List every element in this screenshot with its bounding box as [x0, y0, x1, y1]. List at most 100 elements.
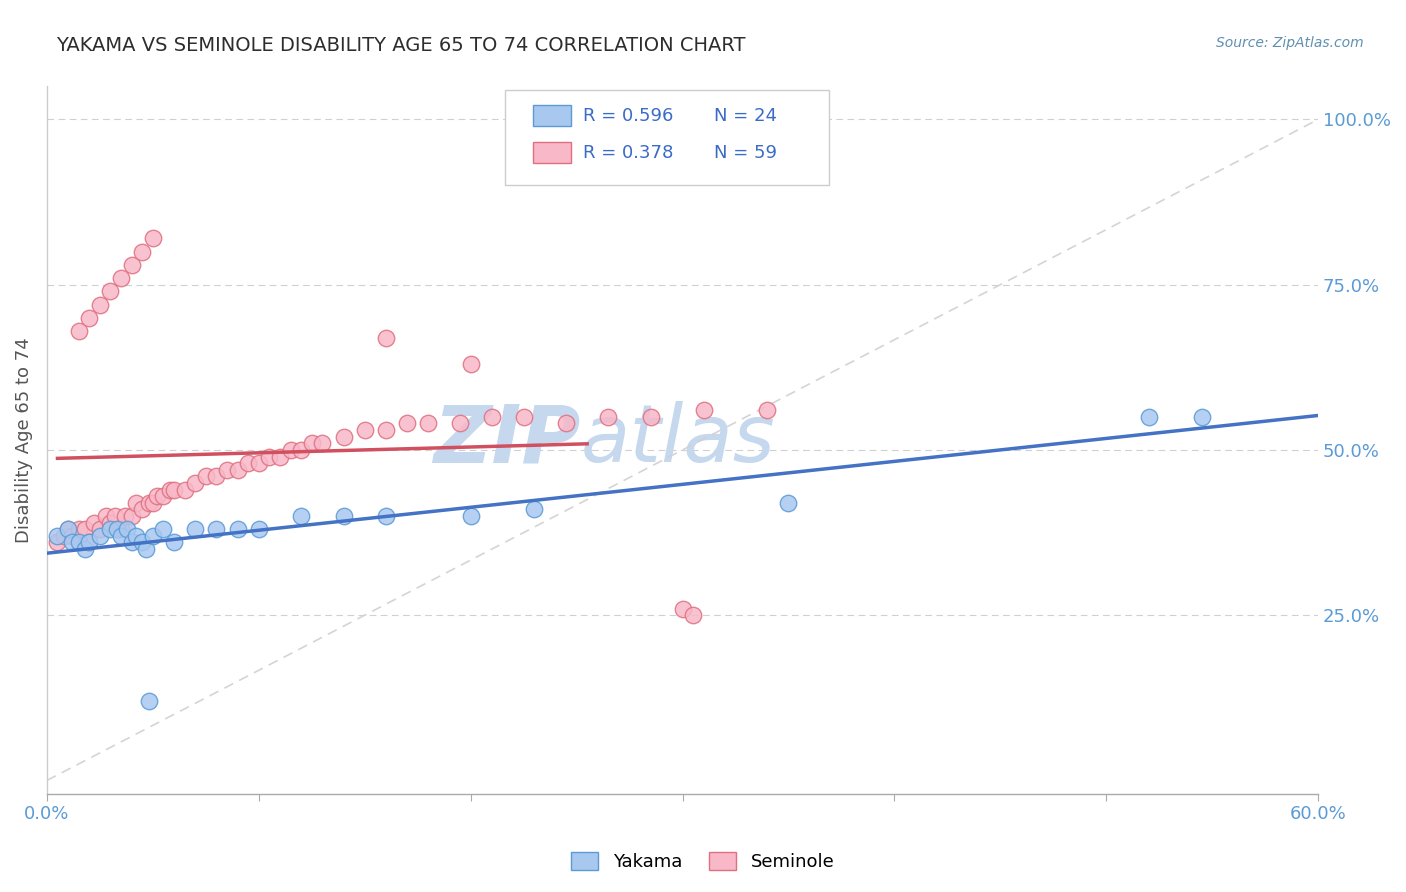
Point: [121, 258, 143, 272]
Point: [374, 330, 396, 344]
Point: [418, 417, 440, 431]
Point: [523, 502, 546, 516]
Point: [374, 509, 396, 524]
Text: R = 0.378: R = 0.378: [583, 144, 673, 161]
Point: [226, 522, 249, 536]
Point: [60, 535, 83, 549]
Point: [131, 535, 153, 549]
Point: [778, 496, 800, 510]
Point: [301, 436, 323, 450]
Point: [105, 522, 128, 536]
Point: [110, 522, 132, 536]
Point: [67, 324, 90, 338]
Point: [396, 417, 419, 431]
Point: [67, 535, 90, 549]
Point: [449, 417, 471, 431]
Point: [152, 522, 174, 536]
Point: [67, 522, 90, 536]
Point: [117, 522, 139, 536]
Point: [290, 442, 312, 457]
Point: [142, 496, 165, 510]
Point: [756, 403, 779, 417]
Legend: Yakama, Seminole: Yakama, Seminole: [564, 845, 842, 879]
Text: atlas: atlas: [581, 401, 776, 479]
Point: [89, 297, 111, 311]
Point: [374, 423, 396, 437]
Point: [1137, 409, 1160, 424]
Point: [138, 496, 160, 510]
Point: [269, 450, 291, 464]
Point: [332, 430, 354, 444]
Point: [671, 601, 693, 615]
Point: [131, 502, 153, 516]
Point: [159, 483, 181, 497]
FancyBboxPatch shape: [533, 104, 571, 126]
Point: [460, 357, 482, 371]
Point: [125, 496, 148, 510]
Point: [89, 529, 111, 543]
Point: [247, 456, 270, 470]
Point: [46, 535, 69, 549]
Point: [311, 436, 333, 450]
Point: [215, 463, 238, 477]
Point: [692, 403, 714, 417]
Point: [247, 522, 270, 536]
Point: [83, 516, 105, 530]
Point: [73, 522, 96, 536]
FancyBboxPatch shape: [505, 90, 828, 186]
Point: [121, 509, 143, 524]
Point: [100, 522, 122, 536]
Point: [238, 456, 260, 470]
Point: [77, 310, 100, 325]
Text: Source: ZipAtlas.com: Source: ZipAtlas.com: [1216, 36, 1364, 50]
Point: [89, 522, 111, 536]
Point: [52, 529, 75, 543]
Point: [332, 509, 354, 524]
Text: N = 24: N = 24: [714, 107, 778, 125]
Point: [184, 522, 207, 536]
Point: [555, 417, 578, 431]
Point: [512, 409, 534, 424]
Point: [142, 529, 165, 543]
Point: [100, 516, 122, 530]
Point: [56, 522, 79, 536]
Point: [146, 489, 169, 503]
Point: [353, 423, 375, 437]
Point: [100, 285, 122, 299]
Point: [226, 463, 249, 477]
Point: [280, 442, 302, 457]
Point: [1191, 409, 1213, 424]
Point: [481, 409, 503, 424]
Point: [163, 535, 186, 549]
Point: [77, 535, 100, 549]
Point: [131, 244, 153, 259]
Point: [259, 450, 281, 464]
Text: N = 59: N = 59: [714, 144, 778, 161]
Point: [640, 409, 662, 424]
Point: [138, 694, 160, 708]
Point: [110, 271, 132, 285]
Point: [173, 483, 195, 497]
Text: ZIP: ZIP: [433, 401, 581, 479]
Text: R = 0.596: R = 0.596: [583, 107, 673, 125]
Point: [96, 509, 118, 524]
Point: [73, 542, 96, 557]
Point: [184, 475, 207, 490]
Point: [142, 231, 165, 245]
Point: [46, 529, 69, 543]
Point: [104, 509, 127, 524]
Point: [194, 469, 217, 483]
Point: [60, 529, 83, 543]
Text: YAKAMA VS SEMINOLE DISABILITY AGE 65 TO 74 CORRELATION CHART: YAKAMA VS SEMINOLE DISABILITY AGE 65 TO …: [56, 36, 745, 54]
Point: [682, 608, 704, 623]
Y-axis label: Disability Age 65 to 74: Disability Age 65 to 74: [15, 337, 32, 543]
FancyBboxPatch shape: [533, 142, 571, 162]
Point: [77, 535, 100, 549]
Point: [163, 483, 186, 497]
Point: [114, 509, 136, 524]
Point: [598, 409, 620, 424]
Point: [135, 542, 157, 557]
Point: [290, 509, 312, 524]
Point: [110, 529, 132, 543]
Point: [121, 535, 143, 549]
